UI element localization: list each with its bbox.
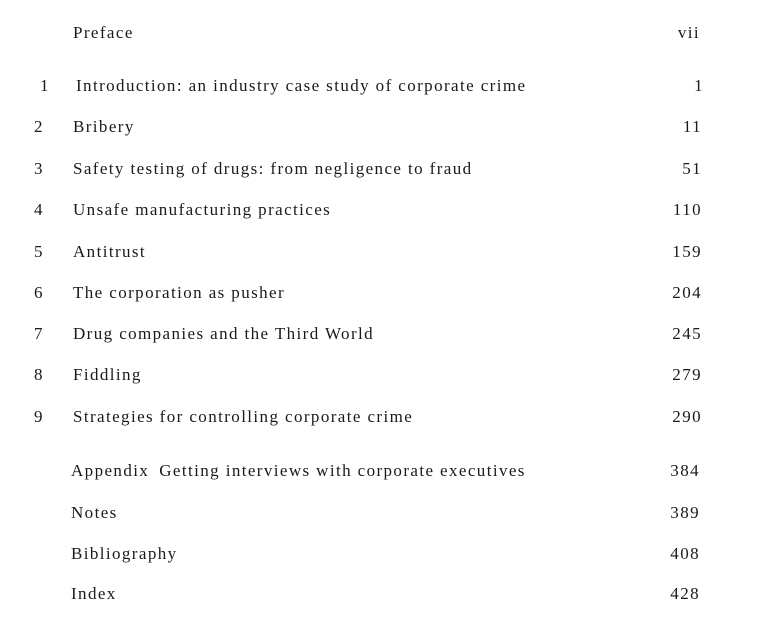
chapter-number: 7 xyxy=(34,324,44,343)
chapter-page: 159 xyxy=(672,242,702,261)
appendix-title: Getting interviews with corporate execut… xyxy=(159,461,526,480)
chapter-number: 3 xyxy=(34,159,44,178)
chapter-title: Strategies for controlling corporate cri… xyxy=(73,407,414,426)
index-page: 428 xyxy=(670,584,700,603)
appendix-page: 384 xyxy=(670,461,700,480)
toc-entry-chapter-4: 4 Unsafe manufacturing practices 110 xyxy=(0,197,764,223)
chapter-title: Bribery xyxy=(73,117,135,136)
toc-entry-preface: Preface vii xyxy=(0,20,764,46)
chapter-number: 5 xyxy=(34,242,44,261)
chapter-page: 11 xyxy=(682,117,702,136)
bibliography-page: 408 xyxy=(670,544,700,563)
chapter-page: 279 xyxy=(672,365,702,384)
toc-entry-index: Index 428 xyxy=(0,581,764,607)
toc-entry-chapter-5: 5 Antitrust 159 xyxy=(0,239,764,265)
toc-entry-chapter-7: 7 Drug companies and the Third World 245 xyxy=(0,321,764,347)
chapter-page: 204 xyxy=(672,283,702,302)
toc-entry-notes: Notes 389 xyxy=(0,500,764,526)
chapter-title: Introduction: an industry case study of … xyxy=(76,76,527,95)
chapter-number: 1 xyxy=(40,76,50,95)
chapter-page: 290 xyxy=(672,407,702,426)
chapter-page: 245 xyxy=(672,324,702,343)
toc-entry-appendix: Appendix Getting interviews with corporat… xyxy=(0,458,764,484)
chapter-title: The corporation as pusher xyxy=(73,283,286,302)
toc-entry-bibliography: Bibliography 408 xyxy=(0,541,764,567)
toc-entry-chapter-9: 9 Strategies for controlling corporate c… xyxy=(0,404,764,430)
chapter-number: 2 xyxy=(34,117,44,136)
chapter-page: 1 xyxy=(694,76,704,95)
chapter-page: 51 xyxy=(682,159,702,178)
appendix-entry: Appendix Getting interviews with corporat… xyxy=(71,458,526,484)
chapter-number: 9 xyxy=(34,407,44,426)
bibliography-title: Bibliography xyxy=(71,544,178,563)
chapter-title: Fiddling xyxy=(73,365,142,384)
toc-entry-chapter-6: 6 The corporation as pusher 204 xyxy=(0,280,764,306)
chapter-title: Drug companies and the Third World xyxy=(73,324,375,343)
toc-entry-page: vii xyxy=(677,23,700,42)
chapter-number: 6 xyxy=(34,283,44,302)
toc-entry-chapter-2: 2 Bribery 11 xyxy=(0,114,764,140)
notes-title: Notes xyxy=(71,503,118,522)
chapter-title: Safety testing of drugs: from negligence… xyxy=(73,159,473,178)
toc-entry-chapter-1: 1 Introduction: an industry case study o… xyxy=(0,73,764,99)
chapter-number: 8 xyxy=(34,365,44,384)
notes-page: 389 xyxy=(670,503,700,522)
toc-entry-title: Preface xyxy=(73,23,134,42)
toc-entry-chapter-3: 3 Safety testing of drugs: from negligen… xyxy=(0,156,764,182)
chapter-title: Unsafe manufacturing practices xyxy=(73,200,332,219)
chapter-title: Antitrust xyxy=(73,242,147,261)
chapter-page: 110 xyxy=(672,200,702,219)
index-title: Index xyxy=(71,584,117,603)
chapter-number: 4 xyxy=(34,200,44,219)
toc-entry-chapter-8: 8 Fiddling 279 xyxy=(0,362,764,388)
appendix-label: Appendix xyxy=(71,461,150,480)
